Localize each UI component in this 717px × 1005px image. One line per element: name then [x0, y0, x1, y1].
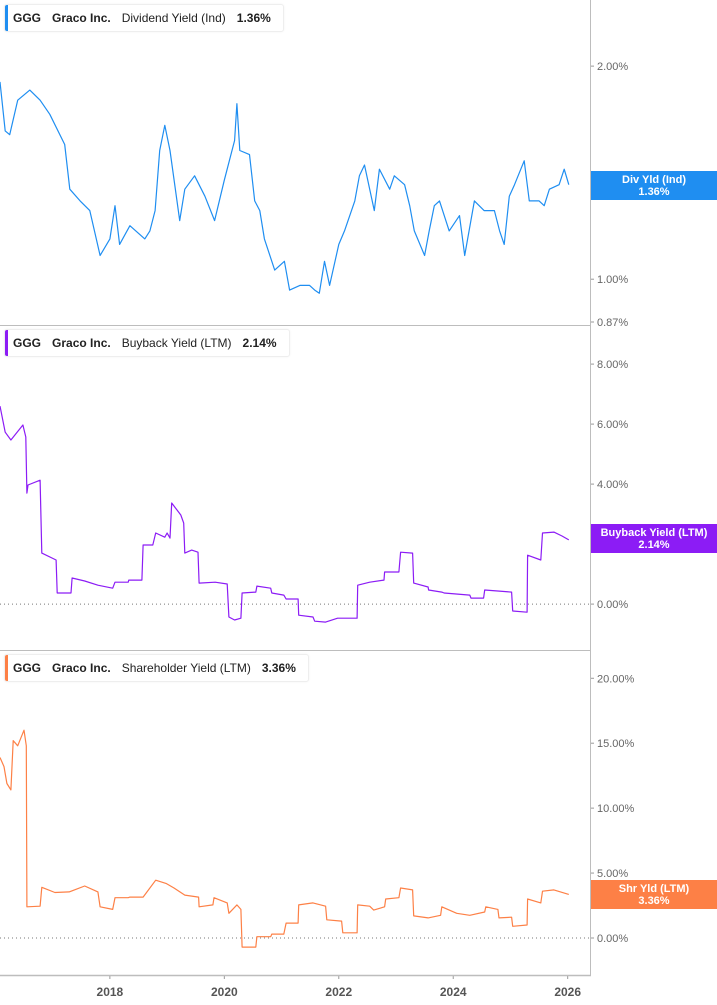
legend-dividend-yield: GGG Graco Inc. Dividend Yield (Ind) 1.36… — [4, 4, 284, 32]
x-tick-label: 2020 — [211, 985, 238, 999]
x-tick-label: 2022 — [325, 985, 352, 999]
y-tick-label: 6.00% — [597, 419, 628, 431]
y-tick-label: 15.00% — [597, 738, 635, 750]
y-tick-label: 5.00% — [597, 868, 628, 880]
x-tick-label: 2018 — [97, 985, 124, 999]
legend-value: 3.36% — [261, 661, 296, 675]
series-color-marker — [5, 655, 8, 681]
y-tick-label: 0.00% — [597, 933, 628, 945]
legend-company: Graco Inc. — [52, 11, 111, 25]
legend-company: Graco Inc. — [52, 661, 111, 675]
series-line-buyback-yield — [0, 405, 570, 623]
series-color-marker — [5, 5, 8, 31]
y-tick-label: 0.87% — [597, 317, 628, 329]
series-line-dividend-yield — [0, 81, 570, 294]
y-tick-label: 4.00% — [597, 479, 628, 491]
y-tick-label: 2.00% — [597, 61, 628, 73]
legend-company: Graco Inc. — [52, 336, 111, 350]
badge-value: 2.14% — [638, 538, 670, 551]
current-value-badge-dividend: Div Yld (Ind) 1.36% — [591, 171, 717, 200]
series-line-shareholder-yield — [0, 729, 569, 948]
x-tick-label: 2026 — [554, 985, 581, 999]
y-tick-label: 1.00% — [597, 274, 628, 286]
badge-label: Buyback Yield (LTM) — [600, 526, 708, 539]
x-tick-label: 2024 — [440, 985, 467, 999]
y-tick-label: 10.00% — [597, 803, 635, 815]
y-tick-label: 8.00% — [597, 359, 628, 371]
badge-value: 1.36% — [638, 185, 670, 198]
legend-buyback-yield: GGG Graco Inc. Buyback Yield (LTM) 2.14% — [4, 329, 290, 357]
legend-metric: Dividend Yield (Ind) — [121, 11, 226, 25]
legend-ticker: GGG — [13, 11, 42, 25]
y-tick-label: 20.00% — [597, 673, 635, 685]
badge-label: Shr Yld (LTM) — [618, 882, 690, 895]
legend-metric: Shareholder Yield (LTM) — [121, 661, 251, 675]
badge-label: Div Yld (Ind) — [622, 173, 686, 186]
legend-value: 1.36% — [236, 11, 271, 25]
series-color-marker — [5, 330, 8, 356]
legend-metric: Buyback Yield (LTM) — [121, 336, 232, 350]
legend-ticker: GGG — [13, 336, 42, 350]
legend-ticker: GGG — [13, 661, 42, 675]
y-tick-label: 0.00% — [597, 599, 628, 611]
current-value-badge-buyback: Buyback Yield (LTM) 2.14% — [591, 524, 717, 553]
badge-value: 3.36% — [638, 894, 670, 907]
legend-value: 2.14% — [242, 336, 277, 350]
current-value-badge-shareholder: Shr Yld (LTM) 3.36% — [591, 880, 717, 909]
legend-shareholder-yield: GGG Graco Inc. Shareholder Yield (LTM) 3… — [4, 654, 309, 682]
